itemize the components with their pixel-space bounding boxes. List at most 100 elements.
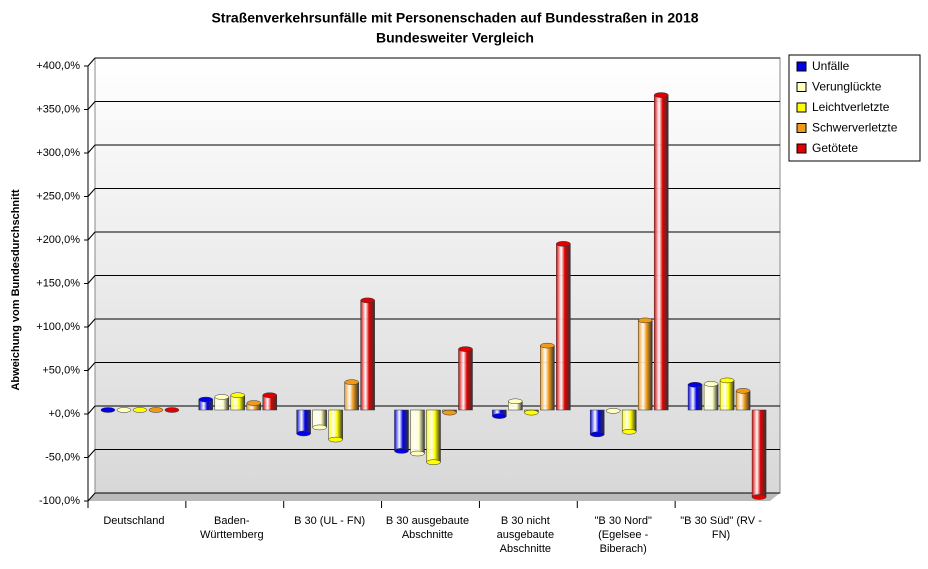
bar xyxy=(394,409,409,452)
y-tick-label: +300,0% xyxy=(36,147,80,159)
bar-cap xyxy=(524,409,539,416)
bar-cap xyxy=(214,394,230,400)
bar-cap xyxy=(426,459,441,465)
bar xyxy=(328,409,343,440)
grid-line xyxy=(87,449,96,458)
bar-cap xyxy=(605,408,621,414)
grid-line xyxy=(87,188,96,197)
bar-cap xyxy=(442,409,457,416)
bar-cap xyxy=(344,379,359,385)
bar-cap xyxy=(751,494,767,500)
x-tick-label: Baden-Württemberg xyxy=(199,515,264,541)
bar-cap xyxy=(328,436,343,443)
y-tick-label: +0,0% xyxy=(49,408,81,420)
bar-cap xyxy=(508,398,523,405)
y-tick-label: -100,0% xyxy=(39,495,80,507)
bar-cap xyxy=(735,388,751,394)
bar-cap xyxy=(637,317,653,324)
bar xyxy=(556,243,571,411)
bar-cap xyxy=(148,407,164,413)
x-tick-label: "B 30 Süd" (RV - FN) xyxy=(680,515,762,541)
bar-cap xyxy=(198,396,214,403)
bar-cap xyxy=(246,400,262,406)
y-tick-label: +400,0% xyxy=(36,60,80,72)
grid-line xyxy=(87,231,96,241)
grid-line xyxy=(87,405,96,415)
bar-cap xyxy=(100,407,116,413)
legend-label: Schwerverletzte xyxy=(812,121,898,135)
bar xyxy=(458,348,473,411)
bar-cap xyxy=(296,430,311,437)
bar-cap xyxy=(230,392,246,398)
grid-line xyxy=(87,362,96,371)
plot-floor xyxy=(88,493,780,501)
bar xyxy=(296,409,311,434)
bar-cap xyxy=(458,346,473,352)
legend-label: Unfälle xyxy=(812,59,850,73)
y-tick-label: +150,0% xyxy=(36,277,80,289)
grid-line xyxy=(87,57,96,67)
grid-line xyxy=(87,101,96,110)
legend-swatch xyxy=(796,61,807,72)
legend-swatch xyxy=(796,82,807,92)
bar-cap xyxy=(687,382,703,388)
bar-cap xyxy=(394,448,409,454)
bar xyxy=(637,320,653,411)
bar-cap xyxy=(360,297,375,304)
bar xyxy=(426,409,441,463)
bar-cap xyxy=(719,377,735,384)
bar-cap xyxy=(164,407,180,413)
bar xyxy=(589,409,605,435)
x-tick-label: B 30 nicht ausgebaute Abschnitte xyxy=(496,515,555,555)
bar xyxy=(735,390,751,411)
bar xyxy=(360,300,375,411)
x-tick-label: Deutschland xyxy=(103,515,165,527)
bar xyxy=(344,381,359,411)
bar-cap xyxy=(621,429,637,435)
bar-cap xyxy=(492,413,507,419)
bar xyxy=(621,409,637,432)
x-tick-label: B 30 ausgebaute Abschnitte xyxy=(385,515,470,541)
legend-swatch xyxy=(796,123,807,133)
bar-cap xyxy=(132,407,148,413)
grid-line xyxy=(87,275,96,284)
y-tick-label: +350,0% xyxy=(36,103,80,115)
bar xyxy=(703,383,719,411)
bar-cap xyxy=(312,424,327,431)
grid-line xyxy=(87,492,96,502)
bar xyxy=(540,345,555,411)
y-tick-label: +50,0% xyxy=(42,364,80,376)
bar-cap xyxy=(116,407,132,413)
bar xyxy=(687,384,703,411)
legend-swatch xyxy=(796,143,807,154)
bar xyxy=(653,94,669,411)
bar-cap xyxy=(653,92,669,98)
y-tick-label: +200,0% xyxy=(36,234,80,246)
chart-subtitle: Bundesweiter Vergleich xyxy=(376,30,534,46)
bar-cap xyxy=(262,392,278,398)
y-tick-label: -50,0% xyxy=(45,451,80,463)
bar xyxy=(410,409,425,454)
legend-label: Getötete xyxy=(812,141,858,155)
bar-cap xyxy=(540,342,555,349)
legend-box xyxy=(788,54,921,162)
bar-cap xyxy=(703,381,719,387)
y-tick-label: +250,0% xyxy=(36,190,80,202)
legend-label: Verunglückte xyxy=(812,80,882,94)
x-tick-label: B 30 (UL - FN) xyxy=(294,515,366,527)
legend-swatch xyxy=(796,102,807,113)
legend-label: Leichtverletzte xyxy=(812,100,890,114)
grid-line xyxy=(87,318,96,328)
bar xyxy=(719,380,735,411)
bar xyxy=(751,409,767,498)
grid-line xyxy=(87,144,96,154)
y-tick-label: +100,0% xyxy=(36,321,80,333)
bar-cap xyxy=(589,431,605,438)
bar-cap xyxy=(556,241,571,247)
chart-title: Straßenverkehrsunfälle mit Personenschad… xyxy=(211,10,698,26)
x-tick-label: "B 30 Nord" (Egelsee - Biberach) xyxy=(594,515,652,555)
bar-cap xyxy=(410,450,425,457)
y-axis-label: Abweichung vom Bundesdurchschnitt xyxy=(10,189,22,390)
